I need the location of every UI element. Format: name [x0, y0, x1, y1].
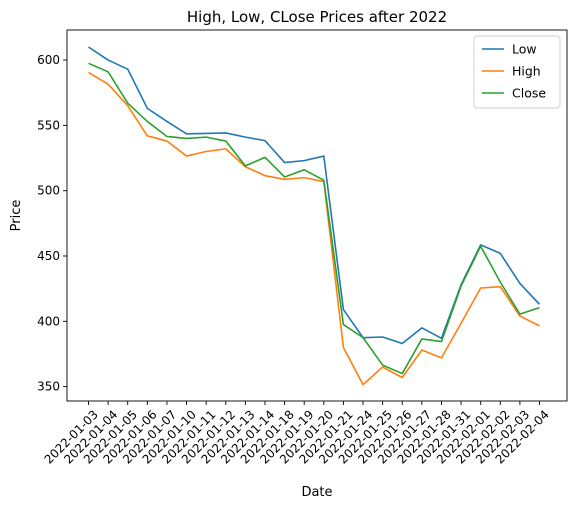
- y-tick-label: 550: [37, 118, 60, 132]
- chart-title: High, Low, CLose Prices after 2022: [187, 8, 447, 26]
- legend-label: Low: [512, 42, 537, 57]
- y-axis-label: Price: [9, 200, 24, 232]
- legend: Low High Close: [474, 36, 560, 108]
- y-tick-label: 500: [37, 184, 60, 198]
- y-tick-label: 450: [37, 249, 60, 263]
- legend-label: Close: [512, 86, 546, 101]
- y-tick-label: 600: [37, 53, 60, 67]
- x-axis-label: Date: [301, 485, 332, 500]
- y-tick-label: 350: [37, 380, 60, 394]
- y-tick-label: 400: [37, 314, 60, 328]
- legend-label: High: [512, 64, 541, 79]
